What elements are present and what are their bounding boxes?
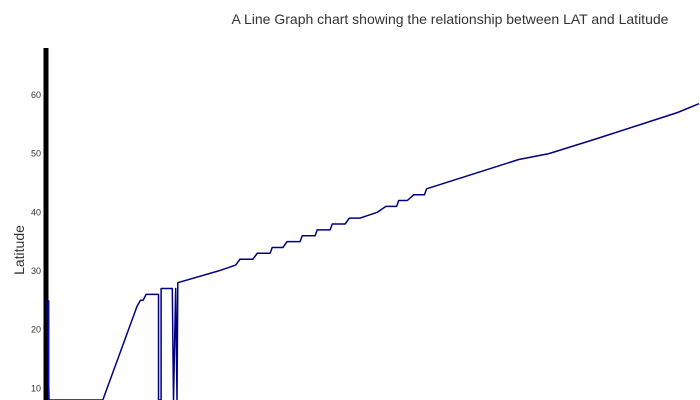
chart-title: A Line Graph chart showing the relations… xyxy=(232,11,669,27)
y-axis-ticks: 10 20 30 40 50 60 xyxy=(31,90,41,393)
y-tick-label: 30 xyxy=(31,266,41,276)
plot-area xyxy=(46,103,700,400)
y-tick-label: 20 xyxy=(31,325,41,335)
y-tick-label: 10 xyxy=(31,383,41,393)
y-tick-label: 50 xyxy=(31,149,41,159)
y-tick-label: 60 xyxy=(31,90,41,100)
series-line xyxy=(46,103,700,400)
y-tick-label: 40 xyxy=(31,207,41,217)
y-axis-label: Latitude xyxy=(11,225,27,275)
